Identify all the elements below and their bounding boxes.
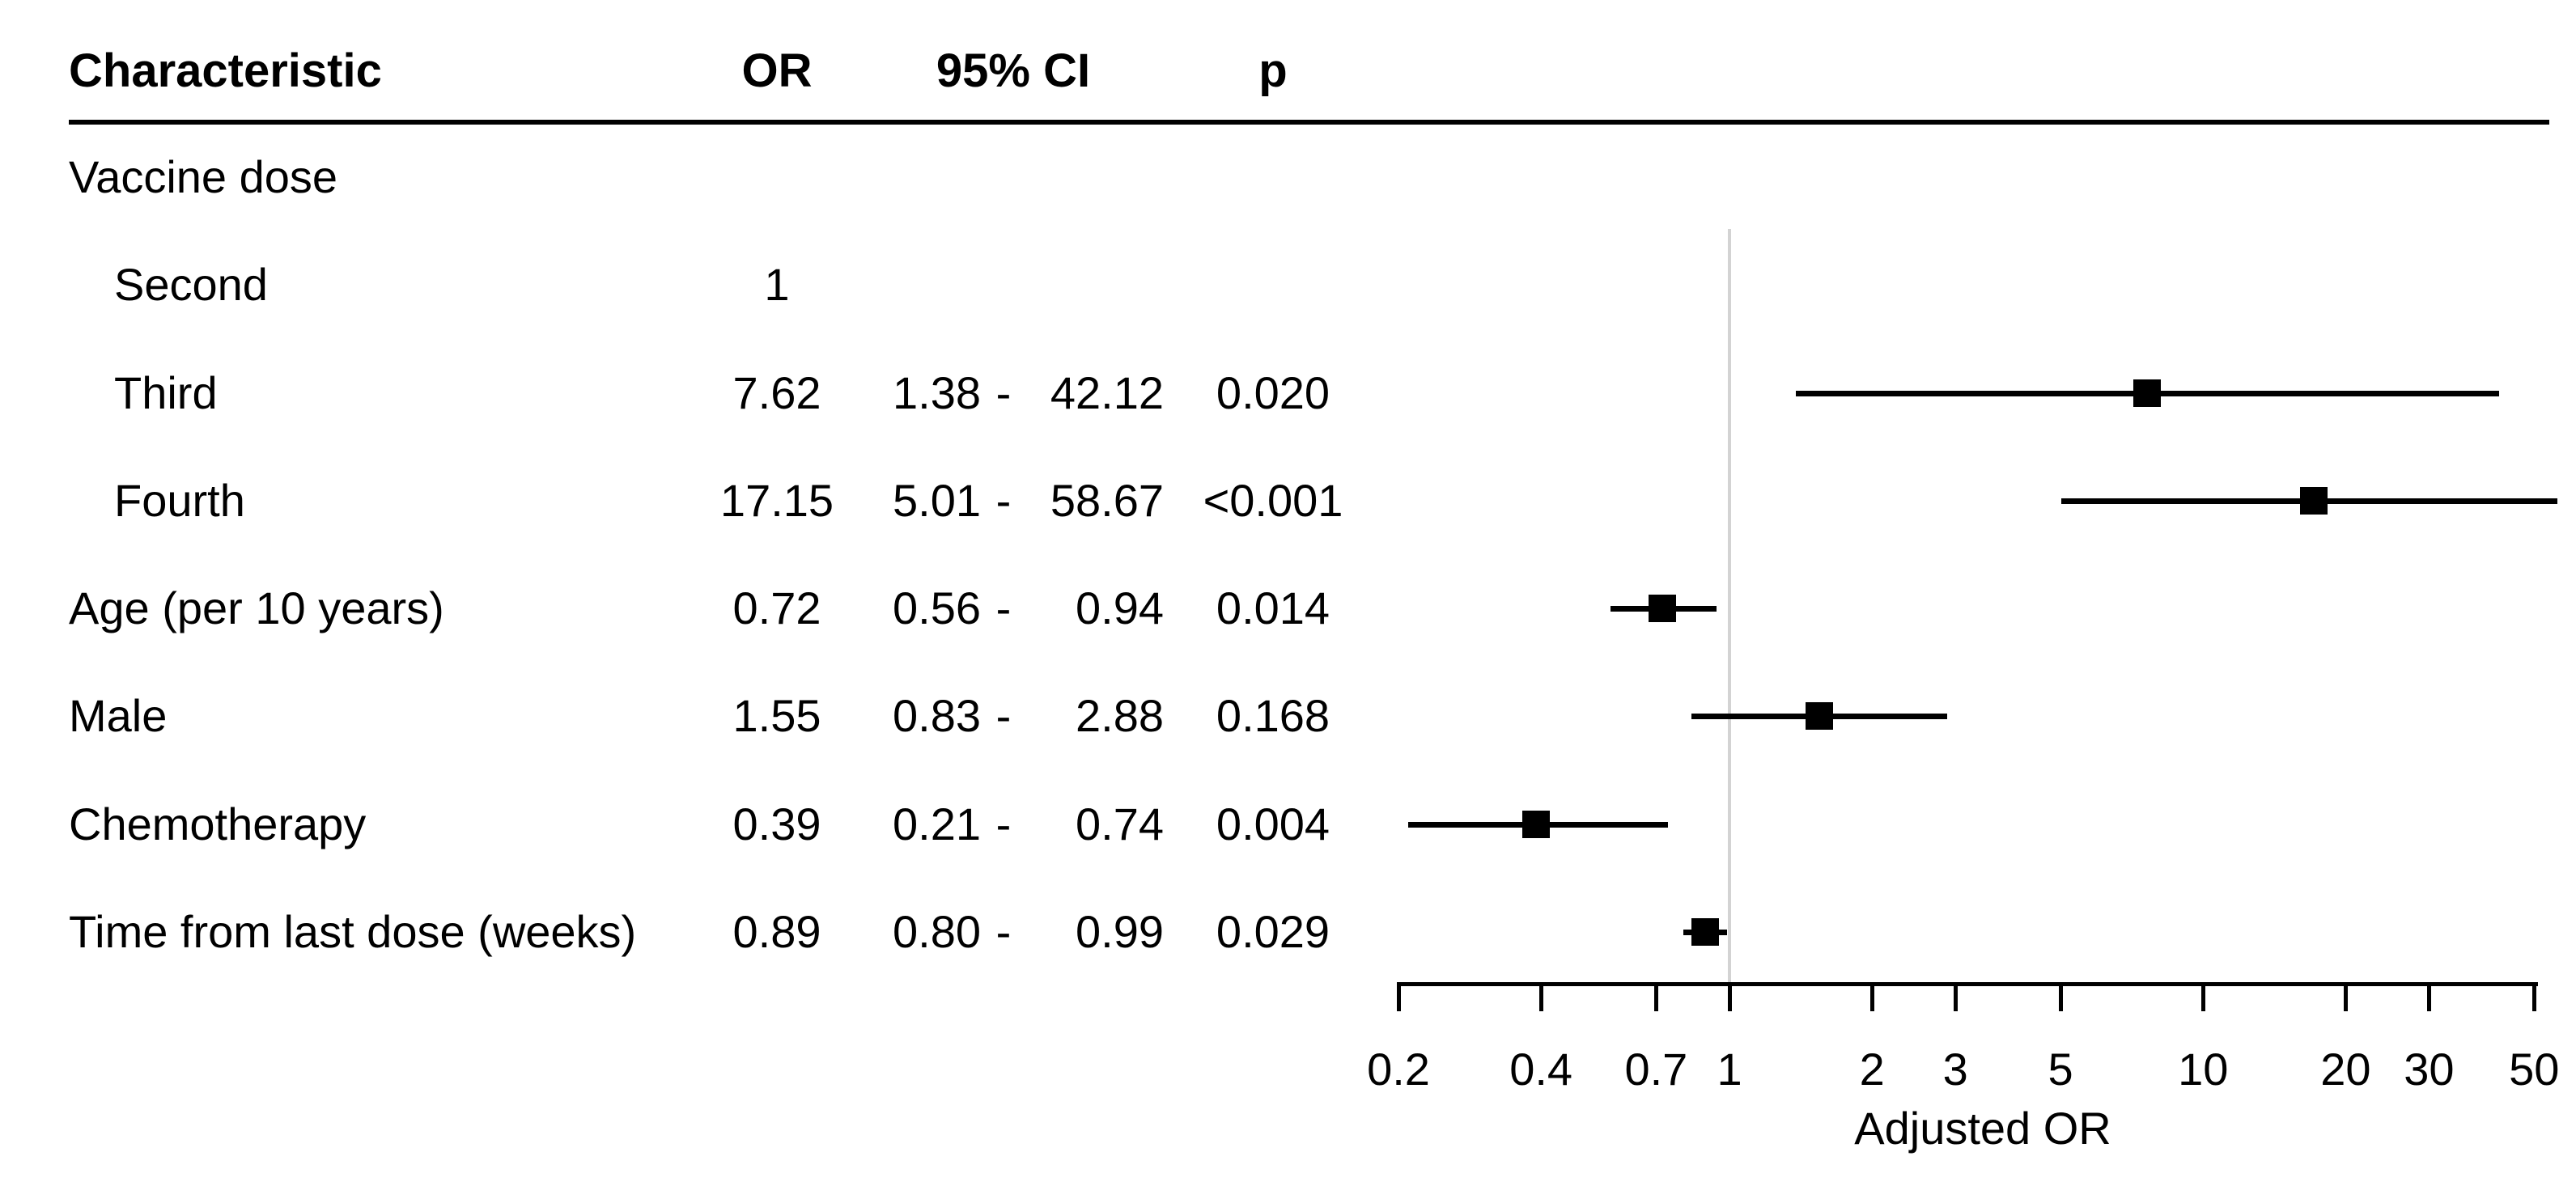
row-label: Third <box>114 367 218 418</box>
x-axis-tick <box>2532 982 2537 1011</box>
row-label: Fourth <box>114 475 245 526</box>
x-axis-tick-label: 30 <box>2404 1044 2455 1095</box>
ci-separator: - <box>995 475 1012 526</box>
x-axis-tick <box>2344 982 2349 1011</box>
table-row: Vaccine dose <box>0 145 2576 210</box>
ci-separator: - <box>995 906 1012 957</box>
x-axis-tick-label: 2 <box>1859 1044 1885 1095</box>
x-axis-tick-label: 50 <box>2509 1044 2560 1095</box>
col-header-ci: 95% CI <box>936 44 1091 97</box>
ci-high-value: 0.74 <box>1076 798 1164 849</box>
ci-value: 0.83- 2.88 <box>859 684 1167 748</box>
ci-low-value: 0.56 <box>893 582 981 633</box>
ci-low-value: 0.83 <box>893 690 981 741</box>
row-label: Second <box>114 259 268 310</box>
ci-value: 0.56- 0.94 <box>859 576 1167 641</box>
x-axis-tick <box>1654 982 1659 1011</box>
table-header-row: Characteristic OR 95% CI p <box>0 39 2576 104</box>
p-value: <0.001 <box>1203 475 1343 526</box>
row-label: Chemotherapy <box>69 798 367 849</box>
or-value: 17.15 <box>719 475 834 526</box>
col-header-characteristic: Characteristic <box>69 44 382 97</box>
x-axis-tick-label: 0.7 <box>1624 1044 1688 1095</box>
x-axis-tick <box>1539 982 1544 1011</box>
ci-value: 0.21- 0.74 <box>859 792 1167 857</box>
x-axis-tick <box>2059 982 2064 1011</box>
row-label: Time from last dose (weeks) <box>69 906 637 957</box>
table-row: Chemotherapy 0.39 0.21- 0.74 0.004 <box>0 792 2576 857</box>
x-axis-tick <box>1870 982 1875 1011</box>
table-row: Fourth 17.15 5.01-58.67 <0.001 <box>0 468 2576 533</box>
x-axis-tick-label: 1 <box>1717 1044 1742 1095</box>
row-label: Age (per 10 years) <box>69 582 444 633</box>
x-axis-tick-label: 3 <box>1942 1044 1968 1095</box>
table-row: Age (per 10 years) 0.72 0.56- 0.94 0.014 <box>0 576 2576 641</box>
x-axis-label: Adjusted OR <box>1854 1103 2111 1154</box>
row-label: Male <box>69 690 168 741</box>
or-value: 0.89 <box>732 906 821 957</box>
p-value: 0.004 <box>1216 798 1330 849</box>
ci-high-value: 0.94 <box>1076 582 1164 633</box>
ci-high-value: 42.12 <box>1050 367 1164 418</box>
ci-value: 0.80- 0.99 <box>859 900 1167 964</box>
or-value: 7.62 <box>732 367 821 418</box>
x-axis-tick-label: 5 <box>2048 1044 2073 1095</box>
or-point-marker <box>2300 487 2328 515</box>
col-header-p: p <box>1258 44 1288 97</box>
ci-separator: - <box>995 690 1012 741</box>
x-axis-tick <box>1397 982 1401 1011</box>
x-axis-tick-label: 0.2 <box>1367 1044 1430 1095</box>
ci-low-value: 0.80 <box>893 906 981 957</box>
or-point-marker <box>1521 811 1550 838</box>
ci-high-value: 58.67 <box>1050 475 1164 526</box>
ci-value: 1.38-42.12 <box>859 361 1167 426</box>
ci-separator: - <box>995 367 1012 418</box>
x-axis-tick-label: 0.4 <box>1509 1044 1573 1095</box>
x-axis-tick <box>1954 982 1959 1011</box>
x-axis-tick-label: 10 <box>2178 1044 2229 1095</box>
p-value: 0.020 <box>1216 367 1330 418</box>
col-header-or: OR <box>741 44 813 97</box>
x-axis-tick <box>1728 982 1733 1011</box>
or-point-marker <box>1691 918 1720 946</box>
ci-low-value: 1.38 <box>893 367 981 418</box>
x-axis-line <box>1398 982 2538 986</box>
ci-separator: - <box>995 582 1012 633</box>
table-row: Male 1.55 0.83- 2.88 0.168 <box>0 684 2576 748</box>
p-value: 0.014 <box>1216 582 1330 633</box>
or-point-marker <box>1806 702 1834 730</box>
ci-low-value: 5.01 <box>893 475 981 526</box>
ci-low-value: 0.21 <box>893 798 981 849</box>
or-point-marker <box>2133 379 2162 407</box>
reference-line-or-1 <box>1728 229 1732 984</box>
or-value: 0.72 <box>732 582 821 633</box>
table-row: Third 7.62 1.38-42.12 0.020 <box>0 361 2576 426</box>
or-point-marker <box>1648 595 1676 622</box>
header-rule <box>69 120 2549 125</box>
table-row: Second 1 <box>0 252 2576 317</box>
p-value: 0.029 <box>1216 906 1330 957</box>
or-value: 0.39 <box>732 798 821 849</box>
table-row: Time from last dose (weeks) 0.89 0.80- 0.99… <box>0 900 2576 964</box>
ci-separator: - <box>995 798 1012 849</box>
x-axis-tick <box>2201 982 2206 1011</box>
x-axis-tick <box>2427 982 2432 1011</box>
x-axis-tick-label: 20 <box>2320 1044 2371 1095</box>
ci-high-value: 2.88 <box>1076 690 1164 741</box>
ci-high-value: 0.99 <box>1076 906 1164 957</box>
or-value: 1 <box>764 259 790 310</box>
ci-value: 5.01-58.67 <box>859 468 1167 533</box>
p-value: 0.168 <box>1216 690 1330 741</box>
row-label: Vaccine dose <box>69 151 338 202</box>
or-value: 1.55 <box>732 690 821 741</box>
